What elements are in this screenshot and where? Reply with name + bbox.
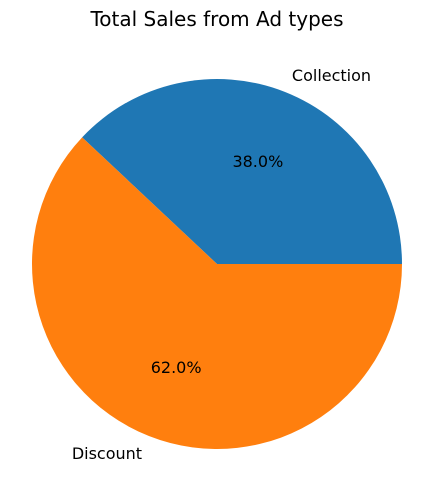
pie-label-collection: Collection (292, 66, 371, 85)
pie-pct-label-discount: 62.0% (151, 358, 202, 377)
pie-pct-label-collection: 38.0% (232, 152, 283, 171)
pie-labels: Collection 38.0% Discount 62.0% (72, 66, 371, 463)
pie-slice-collection (82, 79, 402, 264)
pie-slices (31, 79, 403, 450)
pie-label-discount: Discount (72, 444, 142, 463)
chart-title: Total Sales from Ad types (89, 7, 343, 31)
pie-slice-discount (31, 137, 403, 450)
